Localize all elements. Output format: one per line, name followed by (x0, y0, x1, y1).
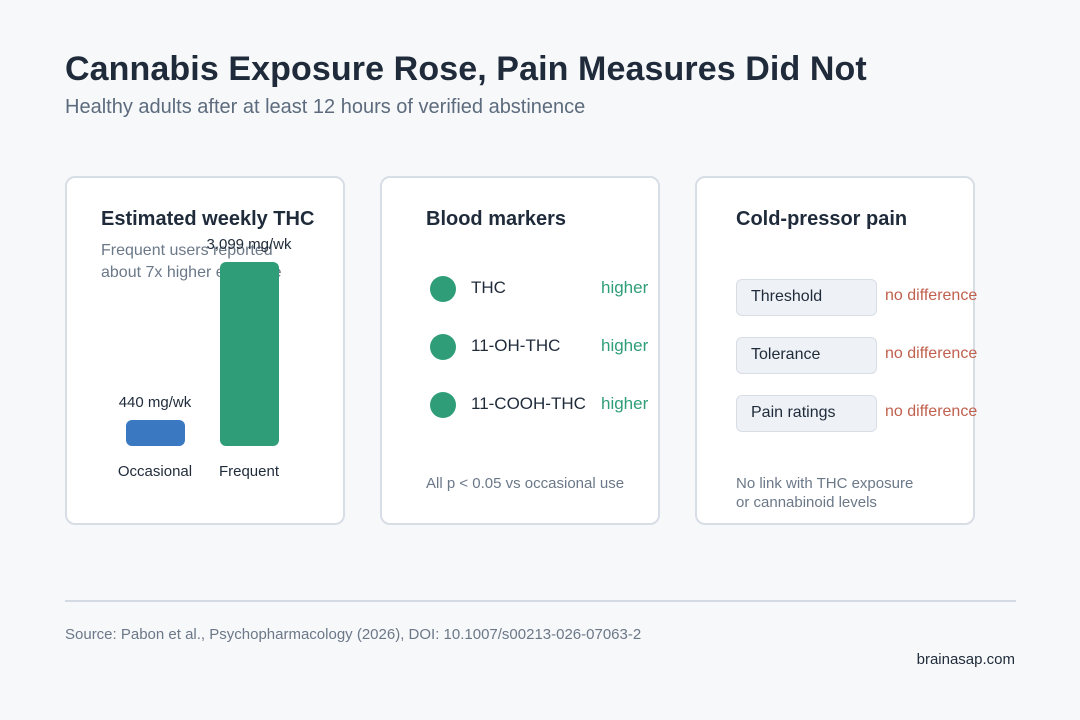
pain-measure-result: no difference (885, 345, 978, 362)
bar-value-label: 440 mg/wk (118, 394, 192, 411)
source-citation: Source: Pabon et al., Psychopharmacology… (65, 626, 642, 643)
marker-result: higher (601, 278, 649, 297)
pain-measure-result: no difference (885, 287, 978, 304)
marker-name: 11-COOH-THC (471, 394, 586, 413)
marker-result: higher (601, 394, 649, 413)
brand-link[interactable]: brainasap.com (916, 651, 1015, 668)
category-label: Occasional (117, 463, 193, 480)
category-label: Frequent (218, 463, 280, 480)
blood-markers-title: Blood markers (426, 208, 567, 230)
pain-measure-pill: Tolerance (736, 337, 877, 374)
marker-dot (430, 276, 456, 302)
thc-card: Estimated weekly THC Frequent users repo… (65, 176, 345, 525)
blood-markers-footnote: All p < 0.05 vs occasional use (426, 475, 625, 492)
blood-markers-card: Blood markers THC higher 11-OH-THC highe… (380, 176, 660, 525)
marker-result: higher (601, 336, 649, 355)
bar-value-label: 3,099 mg/wk (206, 236, 292, 253)
bar-occasional (125, 420, 185, 446)
marker-dot (430, 334, 456, 360)
marker-dot (430, 392, 456, 418)
page-title: Cannabis Exposure Rose, Pain Measures Di… (65, 50, 867, 88)
pain-measure-pill: Threshold (736, 279, 877, 316)
pain-card-title: Cold-pressor pain (736, 208, 908, 230)
pain-card-footnote-line1: No link with THC exposure (736, 475, 914, 492)
thc-card-note-line1: Frequent users reported (101, 242, 273, 259)
thc-card-title: Estimated weekly THC (101, 208, 315, 230)
pain-card: Cold-pressor pain Threshold no differenc… (695, 176, 978, 525)
page-subtitle: Healthy adults after at least 12 hours o… (65, 96, 586, 118)
footer-divider (65, 600, 1016, 602)
bar-frequent (219, 262, 279, 446)
pain-measure-pill: Pain ratings (736, 395, 877, 432)
marker-name: THC (471, 278, 506, 297)
pain-measure-result: no difference (885, 403, 978, 420)
marker-name: 11-OH-THC (471, 336, 561, 355)
pain-card-footnote-line2: or cannabinoid levels (736, 494, 877, 511)
